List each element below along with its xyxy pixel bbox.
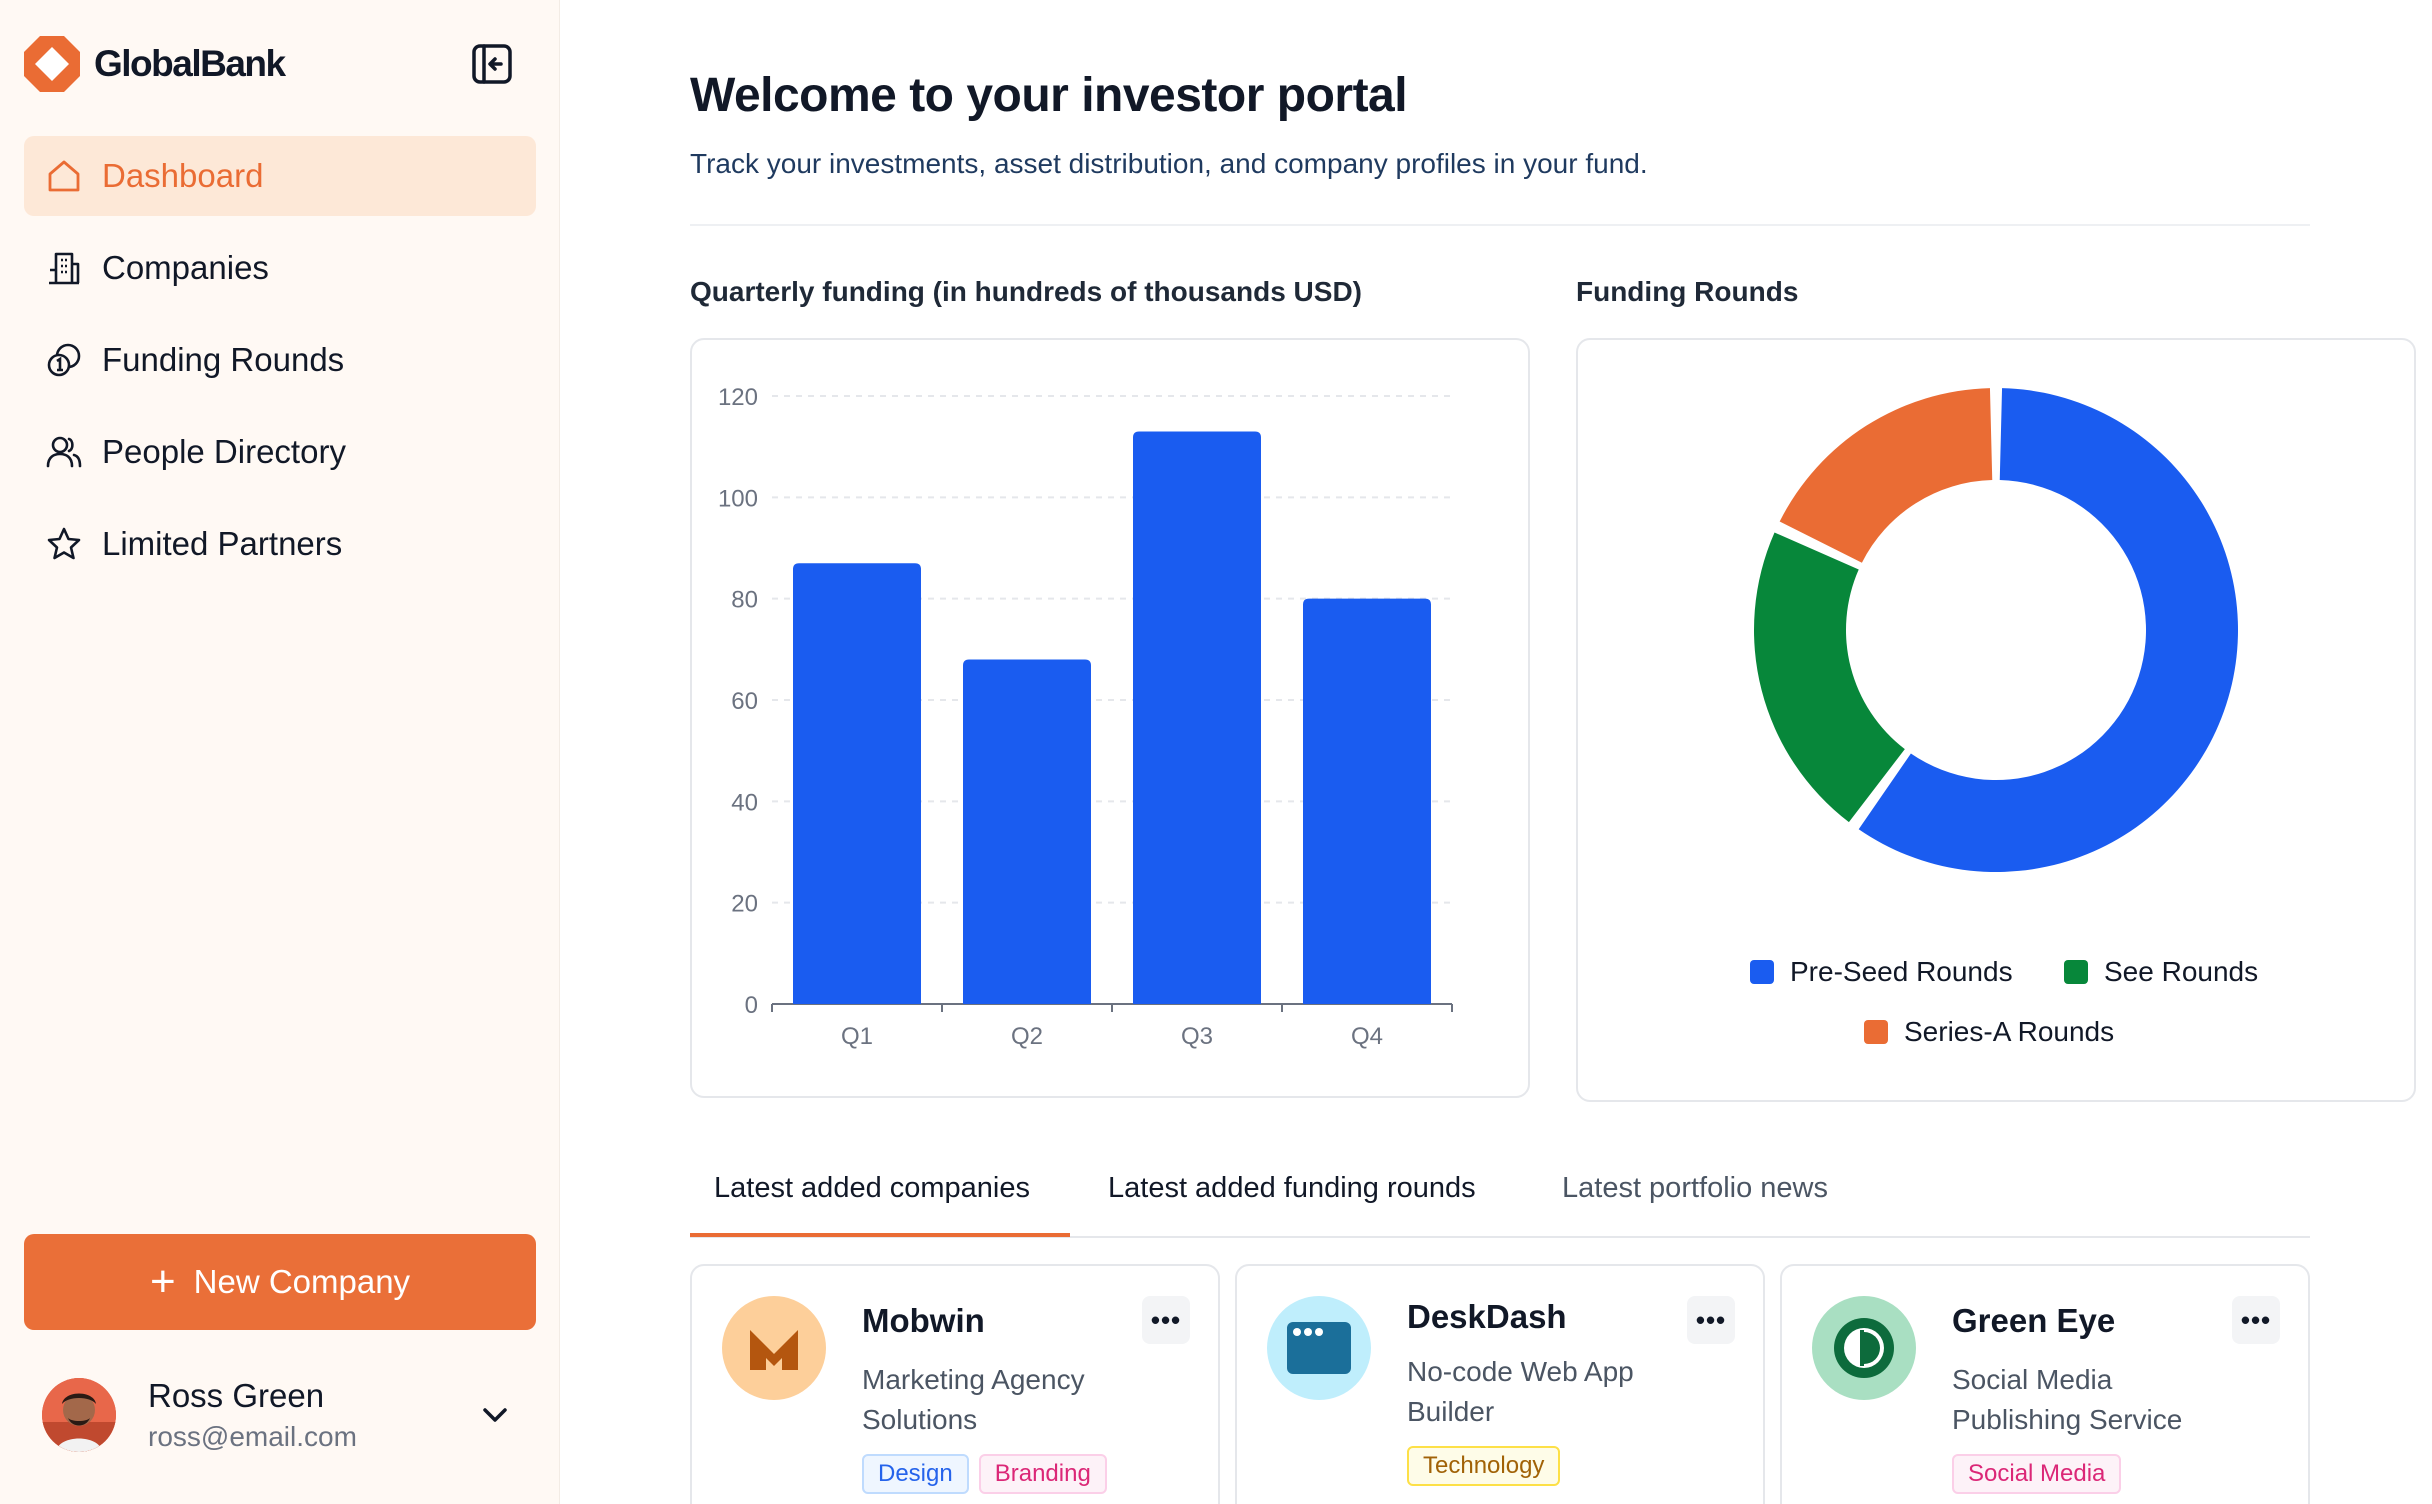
company-card-deskdash[interactable]: DeskDash No-code Web App Builder ••• Tec… — [1235, 1264, 1765, 1504]
plus-icon: + — [149, 1257, 176, 1306]
sidebar-item-dashboard[interactable]: Dashboard — [24, 136, 536, 216]
y-tick-label: 20 — [731, 891, 758, 918]
legend-item-series-a: Series-A Rounds — [1864, 1016, 2114, 1048]
chevron-down-icon[interactable] — [478, 1398, 512, 1432]
bar-chart-card: 0 20 40 60 80 100 120 Q1 Q2 Q3 Q4 — [690, 338, 1530, 1098]
new-company-label: New Company — [193, 1263, 411, 1300]
donut-slice-series-a-rounds — [1779, 388, 1993, 563]
company-name: Mobwin — [862, 1302, 985, 1339]
eye-logo-icon — [1812, 1296, 1916, 1400]
company-description: Social Media Publishing Service — [1952, 1364, 2183, 1435]
star-icon — [46, 526, 82, 562]
sidebar-item-funding-rounds[interactable]: Funding Rounds — [24, 320, 536, 400]
y-tick-label: 100 — [718, 485, 758, 512]
y-tick-label: 120 — [718, 384, 758, 411]
legend-swatch — [2064, 960, 2088, 984]
browser-logo-icon — [1267, 1296, 1371, 1400]
brand-logo[interactable]: GlobalBank — [22, 34, 286, 94]
sidebar-item-label: Companies — [102, 249, 269, 286]
tag: Technology — [1407, 1446, 1561, 1486]
users-icon — [46, 434, 82, 470]
sidebar-item-companies[interactable]: Companies — [24, 228, 536, 308]
sidebar-item-label: Funding Rounds — [102, 341, 345, 378]
company-description: Marketing Agency Solutions — [862, 1364, 1085, 1435]
sidebar-item-people-directory[interactable]: People Directory — [24, 412, 536, 492]
company-name: DeskDash — [1407, 1298, 1567, 1335]
y-tick-label: 80 — [731, 587, 758, 614]
donut-chart-card: Pre-Seed Rounds See Rounds Series-A Roun… — [1576, 338, 2416, 1102]
tag: Design — [862, 1454, 969, 1494]
main-content: Welcome to your investor portal Track yo… — [690, 0, 2432, 1504]
user-menu[interactable]: Ross Green ross@email.com — [42, 1370, 522, 1460]
sidebar: GlobalBank Dashboard Companies Funding R… — [0, 0, 560, 1504]
company-card-mobwin[interactable]: Mobwin Marketing Agency Solutions ••• De… — [690, 1264, 1220, 1504]
legend-label: Series-A Rounds — [1904, 1016, 2115, 1047]
legend-label: Pre-Seed Rounds — [1790, 956, 2013, 987]
x-tick-label: Q3 — [1181, 1023, 1213, 1050]
company-description: No-code Web App Builder — [1407, 1356, 1634, 1427]
y-tick-label: 60 — [731, 688, 758, 715]
globalbank-logo-icon — [22, 34, 82, 94]
home-icon — [46, 158, 82, 194]
user-email: ross@email.com — [148, 1421, 357, 1452]
donut-chart-title: Funding Rounds — [1576, 276, 1799, 307]
tab-latest-funding-rounds[interactable]: Latest added funding rounds — [1108, 1172, 1476, 1204]
bar-q4 — [1303, 598, 1431, 1004]
legend-swatch — [1750, 960, 1774, 984]
x-tick-label: Q1 — [841, 1023, 873, 1050]
bar-q2 — [963, 659, 1091, 1004]
active-tab-indicator — [690, 1233, 1070, 1237]
legend-item-seed: See Rounds — [2064, 956, 2258, 988]
donut-slice-pre-seed-rounds — [1858, 388, 2238, 872]
company-name: Green Eye — [1952, 1302, 2116, 1339]
donut-slice-see-rounds — [1754, 532, 1905, 823]
sidebar-item-label: People Directory — [102, 433, 346, 470]
tab-latest-companies[interactable]: Latest added companies — [714, 1172, 1030, 1204]
page-subtitle: Track your investments, asset distributi… — [690, 148, 1648, 179]
bar-q1 — [793, 563, 921, 1004]
donut-chart — [1754, 388, 2238, 872]
tab-latest-portfolio-news[interactable]: Latest portfolio news — [1562, 1172, 1828, 1204]
sidebar-item-limited-partners[interactable]: Limited Partners — [24, 504, 536, 584]
building-icon — [46, 250, 82, 286]
collapse-sidebar-icon[interactable] — [470, 42, 514, 86]
tag: Branding — [978, 1454, 1107, 1494]
company-card-green-eye[interactable]: Green Eye Social Media Publishing Servic… — [1780, 1264, 2310, 1504]
legend-swatch — [1864, 1020, 1888, 1044]
legend-item-pre-seed: Pre-Seed Rounds — [1750, 956, 2013, 988]
page-title: Welcome to your investor portal — [690, 69, 1408, 122]
coins-icon — [46, 342, 82, 378]
sidebar-nav: Dashboard Companies Funding Rounds Peopl… — [24, 136, 536, 596]
m-logo-icon — [722, 1296, 826, 1400]
tag: Social Media — [1952, 1454, 2122, 1494]
y-tick-label: 40 — [731, 789, 758, 816]
sidebar-item-label: Limited Partners — [102, 525, 343, 562]
brand-name: GlobalBank — [94, 43, 286, 84]
sidebar-item-label: Dashboard — [102, 157, 264, 194]
avatar — [42, 1378, 116, 1452]
x-tick-label: Q2 — [1011, 1023, 1043, 1050]
bar-chart-title: Quarterly funding (in hundreds of thousa… — [690, 276, 1362, 307]
user-name: Ross Green — [148, 1377, 325, 1414]
x-tick-label: Q4 — [1351, 1023, 1383, 1050]
divider — [690, 224, 2310, 226]
bar-chart: 0 20 40 60 80 100 120 Q1 Q2 Q3 Q4 — [718, 384, 1453, 1050]
bar-q3 — [1133, 431, 1261, 1004]
more-options-button[interactable]: ••• — [1142, 1296, 1190, 1344]
legend-label: See Rounds — [2104, 956, 2259, 987]
y-tick-label: 0 — [745, 992, 758, 1019]
tabs: Latest added companies Latest added fund… — [690, 1160, 2310, 1238]
new-company-button[interactable]: + New Company — [24, 1234, 536, 1330]
more-options-button[interactable]: ••• — [2232, 1296, 2280, 1344]
more-options-button[interactable]: ••• — [1687, 1296, 1735, 1344]
